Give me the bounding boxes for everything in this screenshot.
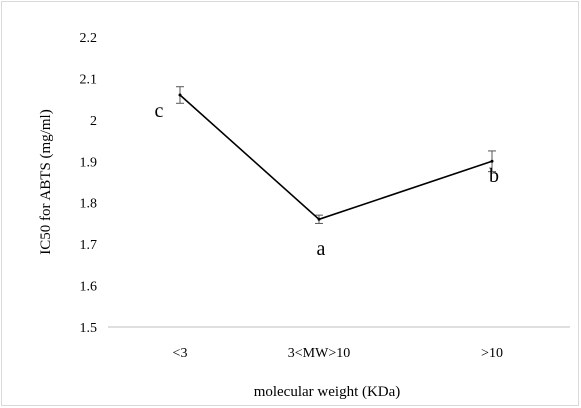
data-point — [317, 217, 321, 221]
data-point — [490, 159, 494, 163]
data-point — [178, 93, 182, 97]
significance-letters: c a b — [155, 100, 499, 260]
y-tick-label: 1.8 — [80, 197, 98, 212]
y-tick-label: 2.1 — [80, 72, 98, 87]
y-axis-label: IC50 for ABTS (mg/ml) — [38, 109, 54, 254]
y-tick-label: 2.2 — [80, 31, 98, 46]
significance-letter: c — [155, 100, 164, 122]
series-line — [179, 94, 493, 221]
y-tick-label: 2 — [90, 114, 97, 129]
significance-letter: a — [317, 238, 326, 260]
y-tick-label: 1.7 — [80, 238, 98, 253]
data-points — [178, 93, 494, 221]
x-tick-label: 3<MW>10 — [288, 346, 350, 361]
y-tick-label: 1.9 — [80, 155, 98, 170]
y-tick-label: 1.6 — [80, 280, 98, 295]
x-tick-label: <3 — [173, 346, 188, 361]
significance-letter: b — [489, 165, 499, 187]
x-axis-label: molecular weight (KDa) — [254, 384, 401, 400]
error-bars — [176, 86, 496, 224]
y-tick-labels: 1.5 1.6 1.7 1.8 1.9 2 2.1 2.2 — [80, 31, 98, 336]
x-tick-label: >10 — [481, 346, 503, 361]
x-tick-labels: <3 3<MW>10 >10 — [173, 346, 503, 361]
y-tick-label: 1.5 — [80, 321, 98, 336]
